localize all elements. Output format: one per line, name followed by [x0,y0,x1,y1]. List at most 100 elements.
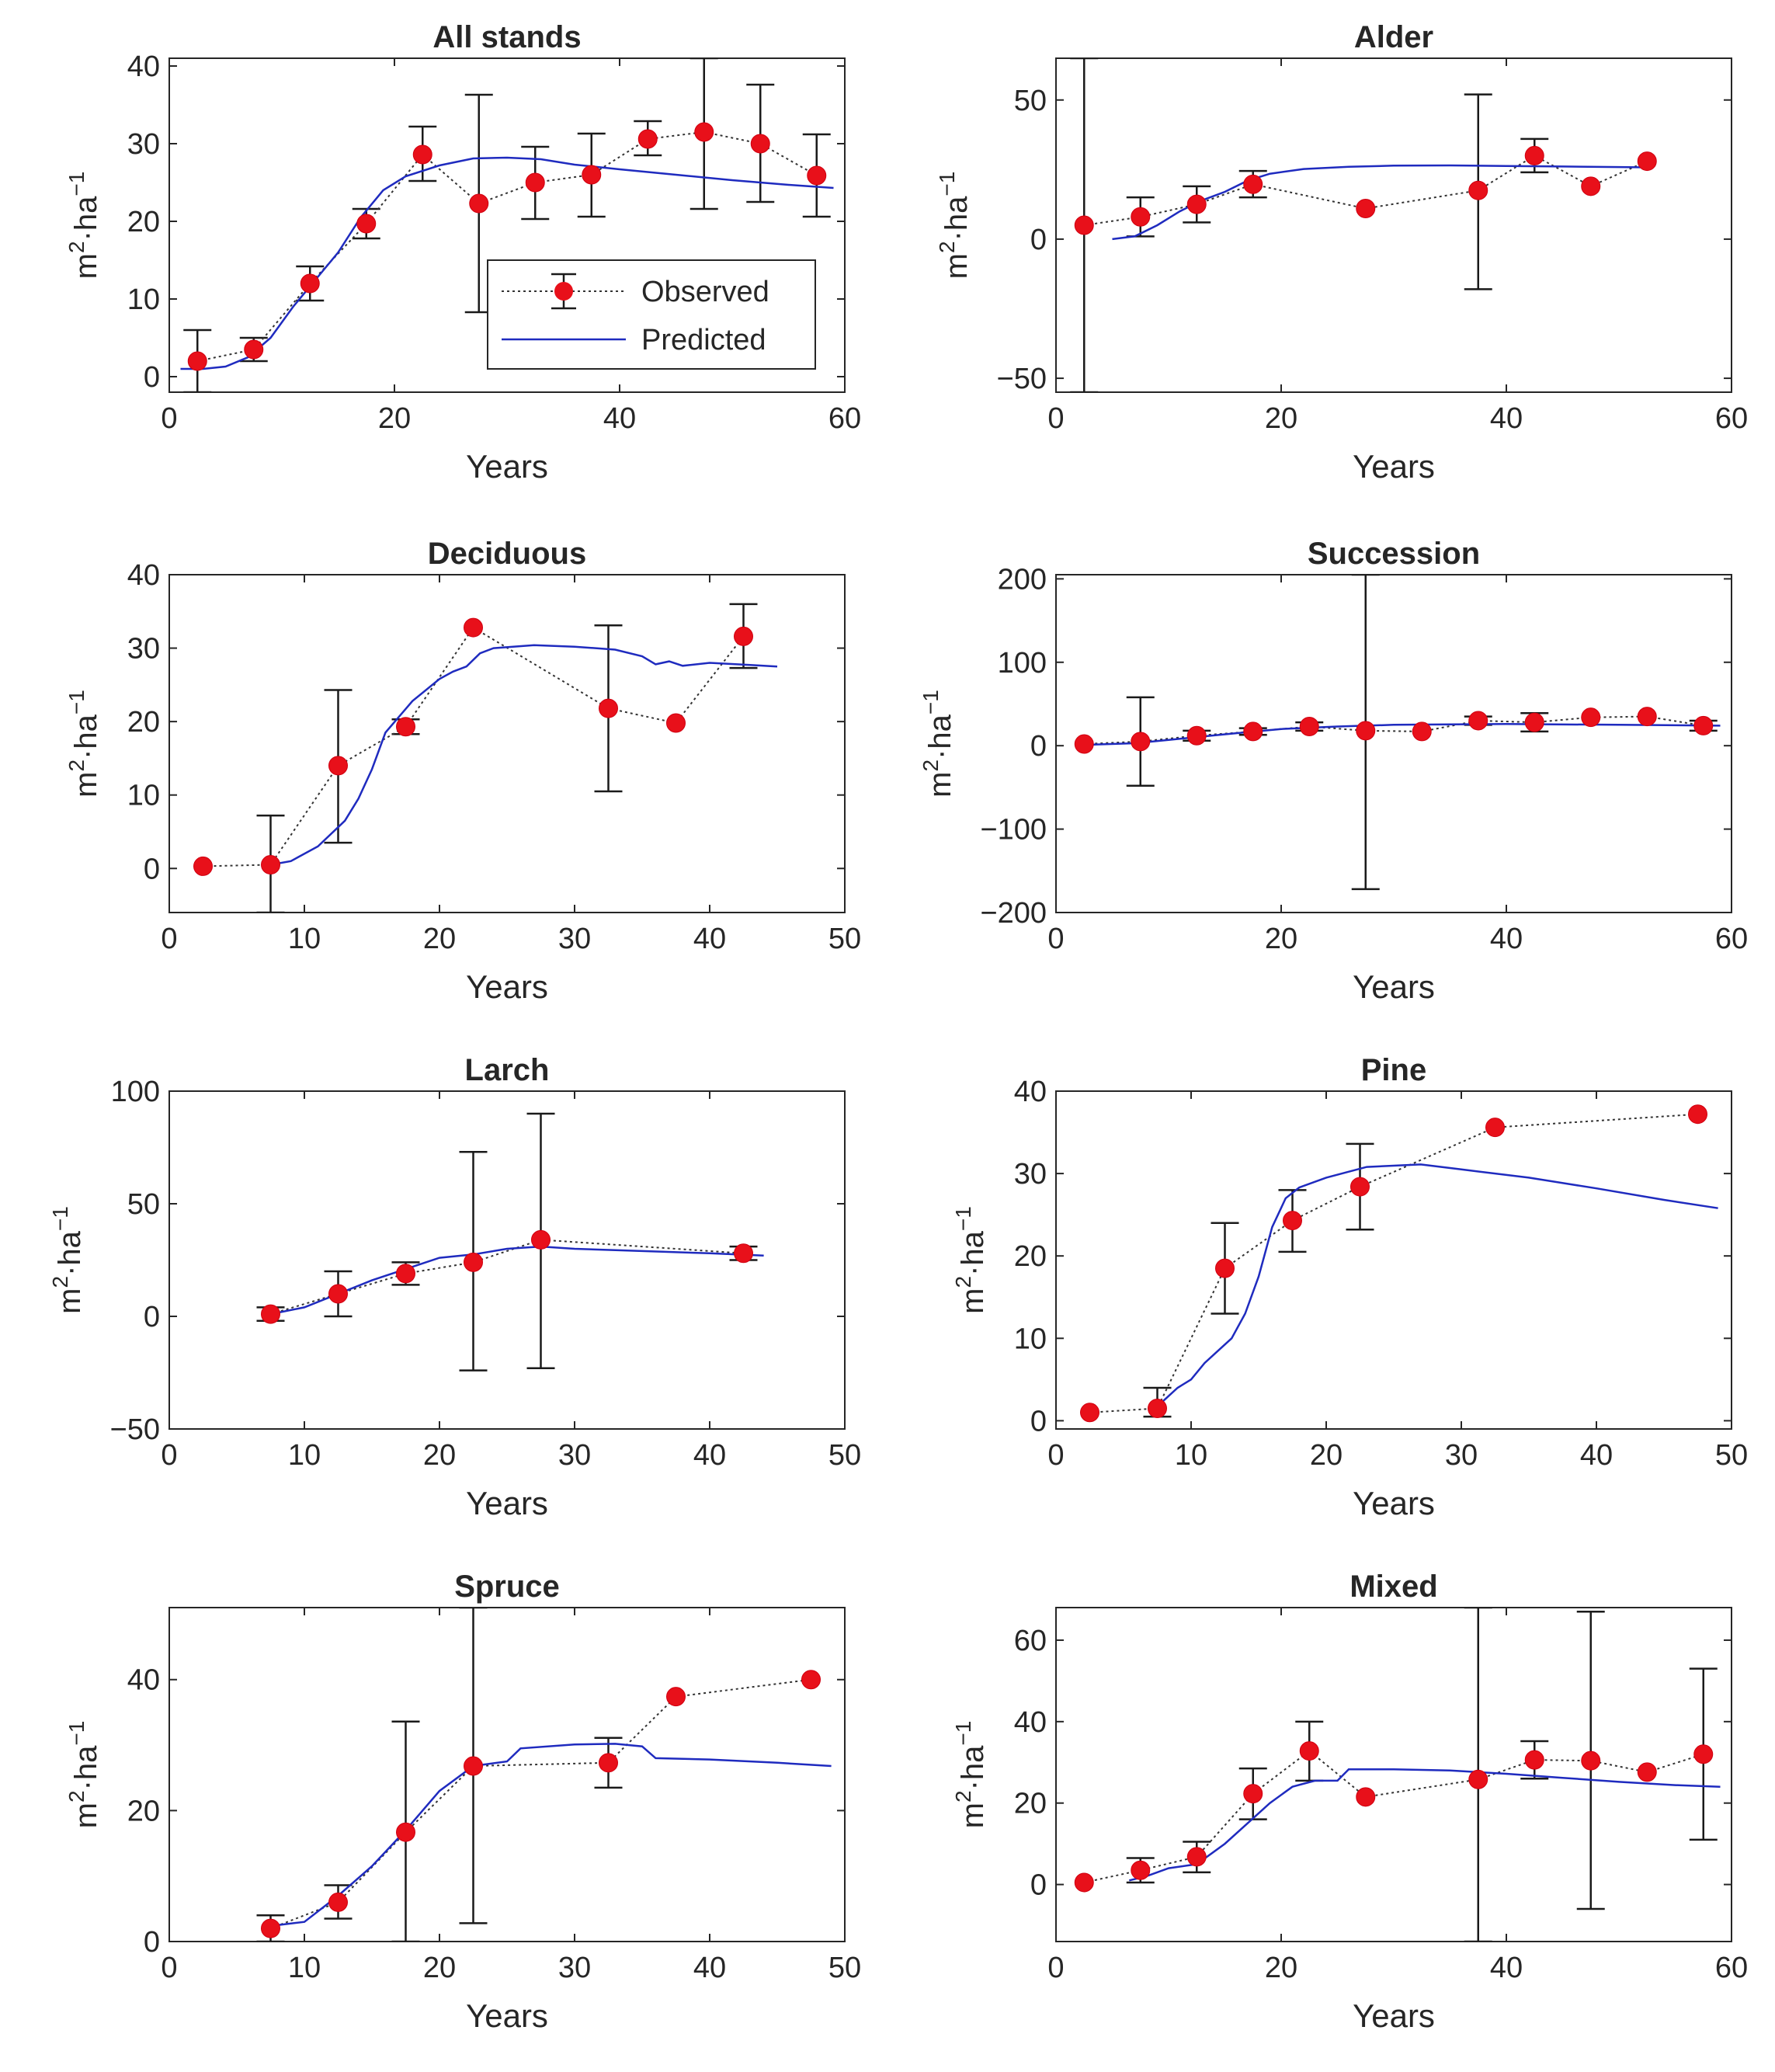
observed-point [1524,145,1544,165]
y-axis-label: m2·ha−1 [935,172,974,280]
y-tick-label: 50 [127,1188,160,1221]
observed-point [1637,1762,1657,1782]
y-tick-label: −200 [980,897,1047,930]
x-tick-label: 50 [828,1439,861,1472]
legend-box [487,259,816,370]
chart-title: Pine [1361,1053,1426,1087]
x-tick-label: 60 [1715,923,1748,955]
observed-point [187,351,207,371]
x-tick-label: 40 [1490,1952,1523,1984]
x-tick-label: 20 [1265,923,1297,955]
x-tick-label: 50 [828,1952,861,1984]
observed-point [1074,215,1094,235]
axes-box [168,574,846,913]
observed-point [261,1918,280,1938]
x-tick-label: 40 [693,1439,726,1472]
observed-line [197,130,818,362]
chart-title: All stands [432,20,581,54]
observed-point [1080,1403,1099,1423]
x-tick-label: 40 [603,402,636,435]
observed-point [1581,176,1601,196]
observed-point [328,1284,348,1304]
y-tick-label: 20 [127,1795,160,1827]
panel-deciduous: Deciduous 0 10 20 30 40 50 0 10 20 30 40 Years m2·ha−… [64,537,861,1005]
axes-box [1055,574,1732,913]
observed-point [1693,715,1714,735]
y-tick-label: 10 [127,780,160,812]
panel-pine: Pine 0 10 20 30 40 50 0 10 20 30 40 Years m2·ha−1 [951,1053,1748,1521]
y-tick-label: 50 [1014,85,1047,117]
predicted-line [1149,1163,1718,1413]
chart-title: Larch [465,1053,550,1087]
y-tick-label: 30 [127,633,160,666]
plot-area [256,1608,832,1942]
predicted-line [270,644,778,866]
observed-point [193,856,213,876]
x-tick-label: 0 [161,923,177,955]
y-tick-label: −100 [980,814,1047,847]
y-tick-label: 0 [1030,1405,1047,1438]
predicted-line [1084,723,1721,746]
x-tick-label: 30 [558,1952,591,1984]
y-tick-label: 10 [127,283,160,316]
x-axis-label: Years [1353,448,1435,485]
observed-point [637,129,658,149]
x-tick-label: 60 [1715,1952,1748,1984]
x-axis-label: Years [466,1997,548,2034]
observed-point [1356,1787,1376,1807]
x-tick-label: 30 [558,923,591,955]
x-tick-label: 40 [1490,923,1523,955]
observed-line [1089,1113,1698,1413]
observed-point [1412,721,1432,742]
observed-point [1581,707,1601,728]
x-axis-label: Years [466,448,548,485]
y-tick-label: 20 [1014,1240,1047,1273]
axes-box [168,1090,846,1430]
y-tick-label: 40 [127,1664,160,1697]
observed-point [801,1670,821,1690]
x-tick-label: 20 [378,402,411,435]
x-tick-label: 0 [161,1439,177,1472]
x-tick-label: 30 [1445,1439,1478,1472]
observed-point [300,273,320,294]
panel-spruce: Spruce 0 10 20 30 40 50 0 20 40 Years m2·ha−1 [64,1570,861,2034]
observed-line [203,626,745,867]
x-axis-label: Years [1353,1485,1435,1521]
x-tick-label: 10 [288,1439,321,1472]
x-tick-label: 0 [161,402,177,435]
observed-point [525,172,545,193]
observed-point [1485,1118,1505,1138]
y-tick-label: 0 [144,361,160,394]
observed-point [1074,734,1094,754]
observed-point [1468,1769,1488,1789]
observed-point [1283,1211,1302,1231]
predicted-line [277,1743,832,1927]
observed-point [244,339,264,360]
plot-area [1070,58,1657,392]
observed-point [1299,716,1319,736]
y-axis-label: m2·ha−1 [951,1206,990,1314]
x-tick-label: 0 [1047,1439,1064,1472]
x-tick-label: 20 [423,923,456,955]
x-tick-label: 30 [558,1439,591,1472]
x-tick-label: 10 [288,923,321,955]
observed-point [464,1756,483,1776]
y-tick-label: 100 [111,1076,160,1108]
observed-point [1131,1860,1151,1880]
y-tick-label: 20 [127,706,160,739]
observed-point [396,1822,415,1842]
axes-box [168,1607,846,1942]
observed-point [599,1753,618,1773]
y-tick-label: 20 [1014,1788,1047,1820]
plot-area [1074,575,1721,891]
observed-point [1637,707,1657,727]
observed-point [1581,1750,1601,1771]
observed-line [270,1678,811,1930]
plot-area [1074,1608,1721,1942]
x-tick-label: 40 [693,923,726,955]
chart-title: Deciduous [428,537,586,571]
observed-point [666,1687,686,1707]
x-tick-label: 20 [1265,1952,1297,1984]
observed-point [734,1243,753,1264]
x-tick-label: 20 [423,1439,456,1472]
